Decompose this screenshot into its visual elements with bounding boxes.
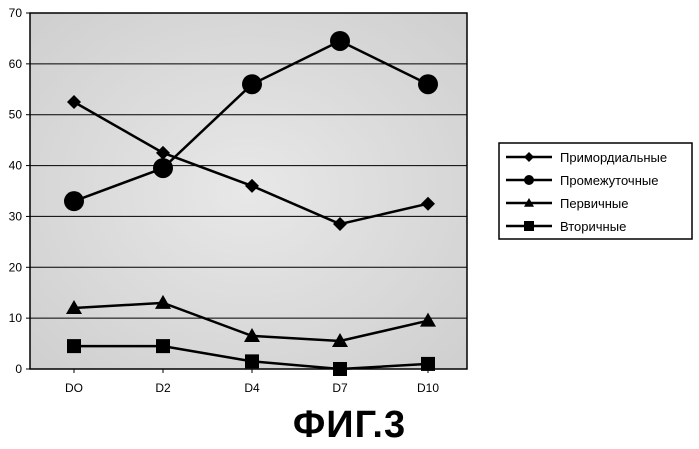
- x-tick-label: D10: [417, 381, 439, 395]
- data-point: [64, 191, 84, 211]
- figure-caption: ФИГ.3: [0, 404, 699, 447]
- data-point: [245, 354, 259, 368]
- data-point: [156, 339, 170, 353]
- legend-label: Примордиальные: [560, 150, 667, 165]
- data-point: [330, 31, 350, 51]
- y-tick-label: 40: [9, 159, 23, 173]
- legend-label: Вторичные: [560, 219, 626, 234]
- legend: Примордиальные Промежуточные Первичные Втор…: [499, 143, 692, 239]
- plot-area: [30, 13, 467, 369]
- x-tick-label: D2: [155, 381, 171, 395]
- data-point: [242, 74, 262, 94]
- data-point: [67, 339, 81, 353]
- legend-marker: [524, 221, 534, 231]
- x-tick-label: D7: [332, 381, 348, 395]
- x-tick-label: D4: [244, 381, 260, 395]
- y-tick-label: 0: [15, 362, 22, 376]
- data-point: [421, 357, 435, 371]
- data-point: [418, 74, 438, 94]
- legend-marker: [524, 175, 534, 185]
- y-tick-label: 50: [9, 108, 23, 122]
- y-tick-label: 70: [9, 6, 23, 20]
- y-tick-label: 10: [9, 311, 23, 325]
- legend-label: Промежуточные: [560, 173, 658, 188]
- y-tick-label: 60: [9, 57, 23, 71]
- y-tick-label: 30: [9, 209, 23, 223]
- data-point: [153, 158, 173, 178]
- data-point: [333, 362, 347, 376]
- x-tick-label: DO: [65, 381, 83, 395]
- legend-label: Первичные: [560, 196, 629, 211]
- y-tick-label: 20: [9, 260, 23, 274]
